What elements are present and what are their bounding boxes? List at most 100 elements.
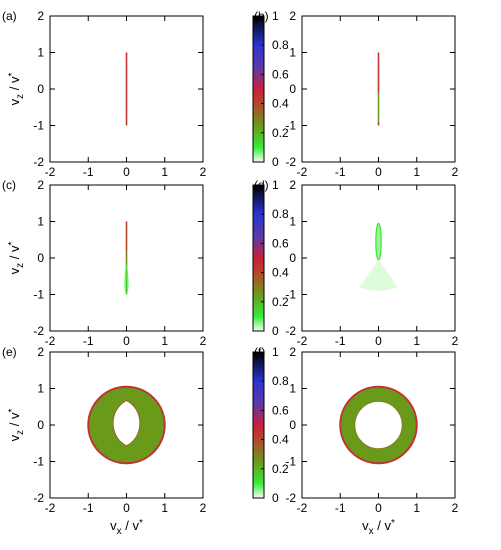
- y-tick-label: -1: [285, 288, 296, 302]
- x-tick-label: -2: [45, 165, 56, 179]
- y-tick-label: 1: [37, 46, 44, 60]
- x-tick-label: 1: [161, 165, 168, 179]
- x-tick-label: 1: [413, 165, 420, 179]
- colorbar-tick-label: 1: [272, 178, 279, 192]
- colorbar-tick-label: 0.4: [272, 266, 289, 280]
- x-tick-label: -2: [45, 501, 56, 515]
- x-tick-label: -1: [83, 334, 94, 348]
- y-tick-label: 2: [37, 178, 44, 192]
- y-tick-label: -1: [285, 119, 296, 133]
- colorbar-tick-label: 0.2: [272, 295, 289, 309]
- y-tick-label: 0: [289, 418, 296, 432]
- x-tick-label: 2: [452, 334, 459, 348]
- y-tick-label: -2: [33, 491, 44, 505]
- y-axis-label: vz / v*: [7, 242, 26, 275]
- y-tick-label: -1: [33, 119, 44, 133]
- colorbar-tick-label: 0: [272, 324, 279, 338]
- y-axis-label: vz / v*: [7, 73, 26, 106]
- x-tick-label: 1: [413, 501, 420, 515]
- colorbar-tick-label: 0.8: [272, 207, 289, 221]
- y-tick-label: -2: [33, 155, 44, 169]
- x-tick-label: 2: [200, 165, 207, 179]
- y-tick-label: 2: [289, 345, 296, 359]
- data-ring: [375, 222, 382, 261]
- x-tick-label: -1: [83, 501, 94, 515]
- x-tick-label: -1: [335, 501, 346, 515]
- x-tick-label: -1: [83, 165, 94, 179]
- panel-label: (d): [254, 178, 269, 192]
- x-tick-label: -2: [297, 334, 308, 348]
- colorbar: [252, 184, 265, 332]
- colorbar-tick-label: 0.4: [272, 433, 289, 447]
- colorbar: [252, 351, 265, 499]
- y-tick-label: -1: [285, 455, 296, 469]
- x-tick-label: 0: [375, 501, 382, 515]
- x-tick-label: 0: [123, 334, 130, 348]
- colorbar-tick-label: 0.6: [272, 67, 289, 81]
- y-tick-label: 2: [289, 178, 296, 192]
- y-tick-label: 0: [37, 418, 44, 432]
- panel-label: (e): [2, 345, 17, 359]
- colorbar-tick-label: 0.2: [272, 126, 289, 140]
- data-layer: [87, 385, 166, 465]
- x-tick-label: -2: [297, 165, 308, 179]
- y-tick-label: 0: [289, 251, 296, 265]
- y-tick-label: 1: [289, 382, 296, 396]
- y-tick-label: 1: [37, 215, 44, 229]
- y-tick-label: -2: [285, 324, 296, 338]
- data-layer: [339, 385, 418, 465]
- colorbar-tick-label: 0.2: [272, 462, 289, 476]
- x-tick-label: 1: [413, 334, 420, 348]
- data-hole: [112, 399, 141, 447]
- panel-c: -2 -1 0 1 2 -2 -1 0 1 2 (c) vz / v* 0 0.2 0.4 0.6 0.8 1: [2, 178, 289, 348]
- colorbar-tick-label: 0.4: [272, 97, 289, 111]
- x-tick-label: 0: [123, 165, 130, 179]
- colorbar-tick-label: 0: [272, 155, 279, 169]
- y-tick-label: 2: [289, 9, 296, 23]
- data-fan: [359, 259, 398, 291]
- panel-a: -2 -1 0 1 2 -2 -1 0 1 2 (a) vz / v* 0 0.2 0.4 0.6 0.8 1: [2, 9, 289, 179]
- x-tick-label: 2: [200, 501, 207, 515]
- x-tick-label: 2: [452, 501, 459, 515]
- colorbar: [252, 15, 265, 163]
- y-axis-label: vz / v*: [7, 409, 26, 442]
- colorbar-tick-label: 1: [272, 9, 279, 23]
- x-axis-label: vx / v*: [362, 518, 395, 537]
- y-tick-label: -2: [33, 324, 44, 338]
- data-layer: [124, 221, 129, 295]
- data-annulus-inner: [354, 400, 403, 450]
- y-tick-label: 0: [37, 82, 44, 96]
- colorbar-tick-label: 1: [272, 345, 279, 359]
- x-tick-label: 2: [200, 334, 207, 348]
- x-tick-label: 0: [375, 334, 382, 348]
- x-tick-label: -2: [45, 334, 56, 348]
- colorbar-tick-label: 0.6: [272, 236, 289, 250]
- x-axis-label: vx / v*: [110, 518, 143, 537]
- y-tick-label: 1: [37, 382, 44, 396]
- y-tick-label: -2: [285, 155, 296, 169]
- y-tick-label: 1: [289, 46, 296, 60]
- colorbar-tick-label: 0.8: [272, 374, 289, 388]
- x-tick-label: -2: [297, 501, 308, 515]
- x-tick-label: 2: [452, 165, 459, 179]
- y-tick-label: 1: [289, 215, 296, 229]
- x-tick-label: 0: [375, 165, 382, 179]
- colorbar-tick-label: 0: [272, 491, 279, 505]
- panel-label: (f): [254, 345, 265, 359]
- x-tick-label: -1: [335, 165, 346, 179]
- panel-label: (a): [2, 9, 17, 23]
- y-tick-label: -1: [33, 455, 44, 469]
- x-tick-label: 1: [161, 334, 168, 348]
- y-tick-label: 0: [37, 251, 44, 265]
- data-layer: [359, 222, 398, 291]
- colorbar-tick-label: 0.6: [272, 403, 289, 417]
- y-tick-label: -1: [33, 288, 44, 302]
- y-tick-label: 0: [289, 82, 296, 96]
- y-tick-label: 2: [37, 9, 44, 23]
- colorbar-tick-label: 0.8: [272, 38, 289, 52]
- panel-label: (c): [2, 178, 16, 192]
